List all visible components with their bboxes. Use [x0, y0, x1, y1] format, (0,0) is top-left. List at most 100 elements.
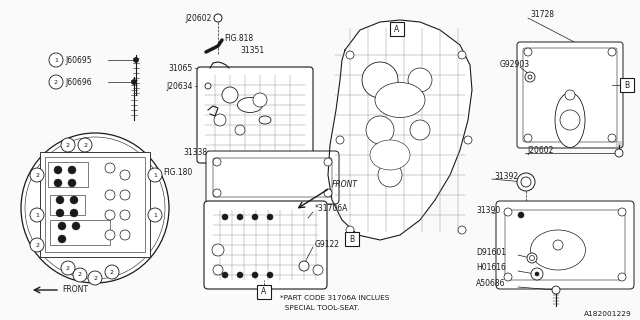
Text: 2: 2	[35, 172, 39, 178]
Text: FRONT: FRONT	[62, 285, 88, 294]
Circle shape	[458, 226, 466, 234]
Circle shape	[54, 166, 62, 174]
Circle shape	[105, 210, 115, 220]
Circle shape	[131, 79, 136, 84]
Text: 2: 2	[83, 142, 87, 148]
Ellipse shape	[25, 137, 165, 279]
Ellipse shape	[237, 98, 262, 113]
Text: J20634: J20634	[166, 82, 193, 91]
Text: A: A	[261, 287, 267, 297]
Text: *PART CODE 31706A INCLUES: *PART CODE 31706A INCLUES	[280, 295, 389, 301]
Bar	[45, 157, 145, 252]
Circle shape	[30, 168, 44, 182]
Text: *31706A: *31706A	[315, 204, 348, 212]
Text: A50686: A50686	[476, 279, 506, 289]
Circle shape	[213, 158, 221, 166]
FancyBboxPatch shape	[496, 201, 634, 289]
Bar	[50, 195, 85, 215]
Ellipse shape	[370, 140, 410, 170]
Circle shape	[378, 163, 402, 187]
Bar	[257, 285, 271, 299]
Circle shape	[299, 261, 309, 271]
Circle shape	[560, 110, 580, 130]
Circle shape	[105, 163, 115, 173]
Bar	[40, 152, 150, 257]
Circle shape	[105, 230, 115, 240]
Circle shape	[49, 53, 63, 67]
Circle shape	[235, 125, 245, 135]
Circle shape	[214, 114, 226, 126]
Circle shape	[252, 272, 258, 278]
Circle shape	[252, 214, 258, 220]
Circle shape	[525, 72, 535, 82]
Text: J20602: J20602	[527, 146, 554, 155]
Circle shape	[120, 170, 130, 180]
Circle shape	[120, 190, 130, 200]
Text: FIG.818: FIG.818	[224, 34, 253, 43]
Text: 1: 1	[35, 212, 39, 218]
Circle shape	[205, 83, 211, 89]
FancyBboxPatch shape	[505, 210, 625, 280]
Text: 31728: 31728	[530, 10, 554, 19]
Circle shape	[565, 90, 575, 100]
Text: 2: 2	[78, 273, 82, 277]
Circle shape	[524, 134, 532, 142]
Text: 2: 2	[93, 276, 97, 281]
Circle shape	[267, 214, 273, 220]
FancyBboxPatch shape	[517, 42, 623, 148]
Circle shape	[68, 166, 76, 174]
Circle shape	[608, 48, 616, 56]
Text: 31351: 31351	[240, 45, 264, 54]
Circle shape	[88, 271, 102, 285]
Circle shape	[618, 208, 626, 216]
Circle shape	[552, 286, 560, 294]
Circle shape	[267, 272, 273, 278]
Circle shape	[105, 265, 119, 279]
Circle shape	[346, 51, 354, 59]
Text: A: A	[394, 25, 399, 34]
Circle shape	[148, 168, 162, 182]
Circle shape	[524, 48, 532, 56]
Text: 1: 1	[153, 172, 157, 178]
Circle shape	[61, 138, 75, 152]
Circle shape	[134, 58, 138, 62]
Circle shape	[517, 173, 535, 191]
Circle shape	[61, 261, 75, 275]
Circle shape	[70, 209, 78, 217]
Circle shape	[30, 238, 44, 252]
Circle shape	[73, 268, 87, 282]
Ellipse shape	[375, 83, 425, 117]
Circle shape	[529, 255, 534, 260]
Circle shape	[618, 273, 626, 281]
FancyBboxPatch shape	[206, 151, 339, 204]
Text: 2: 2	[35, 243, 39, 247]
Circle shape	[362, 62, 398, 98]
Circle shape	[56, 209, 64, 217]
Text: 2: 2	[66, 266, 70, 270]
Circle shape	[518, 212, 524, 218]
Text: 2: 2	[110, 269, 114, 275]
FancyBboxPatch shape	[523, 48, 617, 142]
Text: B: B	[625, 81, 630, 90]
Circle shape	[148, 208, 162, 222]
Circle shape	[324, 189, 332, 197]
Ellipse shape	[21, 133, 169, 283]
Circle shape	[504, 273, 512, 281]
Text: B: B	[349, 235, 355, 244]
Text: A182001229: A182001229	[584, 311, 632, 317]
Circle shape	[336, 136, 344, 144]
Circle shape	[105, 190, 115, 200]
Circle shape	[222, 272, 228, 278]
Circle shape	[346, 226, 354, 234]
Circle shape	[324, 158, 332, 166]
Circle shape	[366, 116, 394, 144]
Circle shape	[410, 120, 430, 140]
Circle shape	[30, 208, 44, 222]
Text: H01616: H01616	[476, 263, 506, 273]
Circle shape	[464, 136, 472, 144]
Text: FIG.180: FIG.180	[163, 167, 192, 177]
Text: 31065: 31065	[169, 63, 193, 73]
Circle shape	[70, 196, 78, 204]
Text: 2: 2	[54, 79, 58, 84]
Text: FRONT: FRONT	[332, 180, 358, 188]
